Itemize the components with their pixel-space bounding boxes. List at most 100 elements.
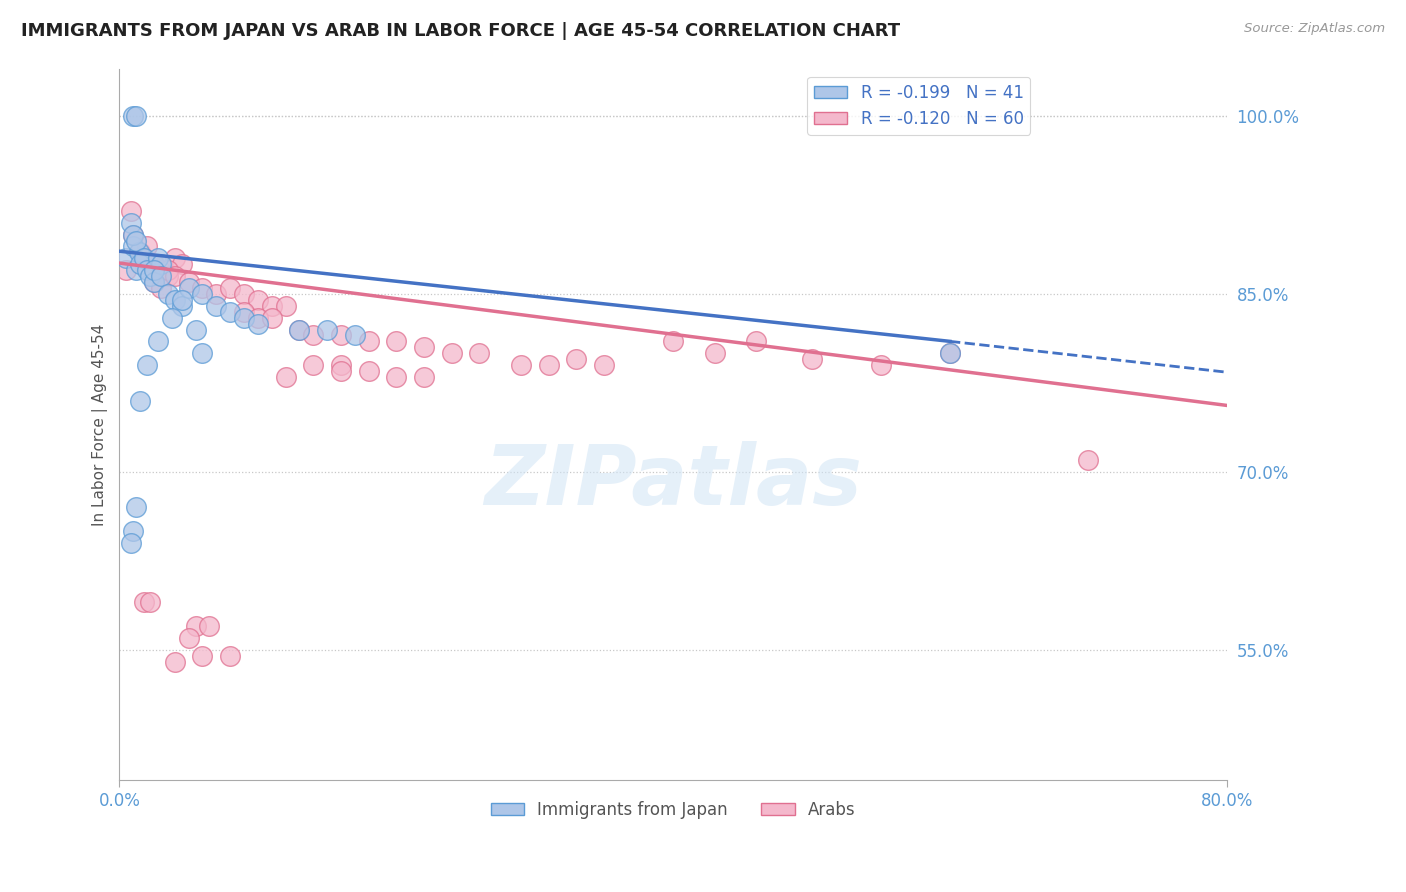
Point [288, 322, 311, 336]
Point [191, 346, 214, 360]
Point [246, 310, 269, 325]
Point [149, 257, 172, 271]
Point [122, 109, 145, 123]
Point [413, 340, 436, 354]
Point [148, 334, 170, 349]
Point [537, 358, 560, 372]
Point [170, 299, 193, 313]
Point [246, 317, 269, 331]
Point [205, 287, 228, 301]
Point [233, 304, 256, 318]
Point [170, 257, 193, 271]
Text: Source: ZipAtlas.com: Source: ZipAtlas.com [1244, 22, 1385, 36]
Point [149, 281, 172, 295]
Point [233, 287, 256, 301]
Point [260, 310, 283, 325]
Y-axis label: In Labor Force | Age 45-54: In Labor Force | Age 45-54 [93, 323, 108, 525]
Point [129, 257, 152, 271]
Point [122, 524, 145, 538]
Point [163, 252, 186, 266]
Point [939, 346, 962, 360]
Point [191, 281, 214, 295]
Point [143, 275, 166, 289]
Point [233, 310, 256, 325]
Point [316, 322, 339, 336]
Point [139, 269, 162, 284]
Point [163, 293, 186, 307]
Point [125, 109, 148, 123]
Text: ZIPatlas: ZIPatlas [484, 441, 862, 522]
Point [800, 352, 823, 367]
Point [122, 239, 145, 253]
Point [565, 352, 588, 367]
Point [177, 275, 200, 289]
Point [246, 293, 269, 307]
Point [134, 252, 156, 266]
Point [122, 227, 145, 242]
Point [129, 393, 152, 408]
Point [177, 281, 200, 295]
Point [136, 239, 159, 253]
Point [329, 364, 352, 378]
Point [509, 358, 531, 372]
Text: IMMIGRANTS FROM JAPAN VS ARAB IN LABOR FORCE | AGE 45-54 CORRELATION CHART: IMMIGRANTS FROM JAPAN VS ARAB IN LABOR F… [21, 22, 900, 40]
Point [745, 334, 768, 349]
Point [343, 328, 366, 343]
Point [122, 227, 145, 242]
Point [385, 334, 408, 349]
Point [329, 358, 352, 372]
Point [125, 234, 148, 248]
Point [143, 263, 166, 277]
Point [662, 334, 685, 349]
Point [329, 328, 352, 343]
Point [120, 536, 142, 550]
Point [288, 322, 311, 336]
Point [274, 370, 297, 384]
Point [1077, 453, 1099, 467]
Point [869, 358, 891, 372]
Point [148, 252, 170, 266]
Legend: Immigrants from Japan, Arabs: Immigrants from Japan, Arabs [484, 794, 862, 825]
Point [143, 275, 166, 289]
Point [219, 648, 242, 663]
Point [177, 631, 200, 645]
Point [136, 263, 159, 277]
Point [703, 346, 725, 360]
Point [939, 346, 962, 360]
Point [593, 358, 616, 372]
Point [128, 245, 150, 260]
Point [191, 648, 214, 663]
Point [125, 263, 148, 277]
Point [125, 500, 148, 515]
Point [120, 216, 142, 230]
Point [357, 364, 380, 378]
Point [385, 370, 408, 384]
Point [163, 655, 186, 669]
Point [156, 263, 179, 277]
Point [205, 299, 228, 313]
Point [468, 346, 491, 360]
Point [156, 269, 179, 284]
Point [129, 245, 152, 260]
Point [302, 328, 325, 343]
Point [136, 358, 159, 372]
Point [440, 346, 463, 360]
Point [184, 322, 207, 336]
Point [219, 304, 242, 318]
Point [191, 287, 214, 301]
Point [134, 595, 156, 609]
Point [184, 619, 207, 633]
Point [156, 287, 179, 301]
Point [160, 310, 183, 325]
Point [413, 370, 436, 384]
Point [260, 299, 283, 313]
Point [219, 281, 242, 295]
Point [149, 263, 172, 277]
Point [357, 334, 380, 349]
Point [120, 203, 142, 218]
Point [302, 358, 325, 372]
Point [115, 263, 138, 277]
Point [163, 269, 186, 284]
Point [274, 299, 297, 313]
Point [170, 293, 193, 307]
